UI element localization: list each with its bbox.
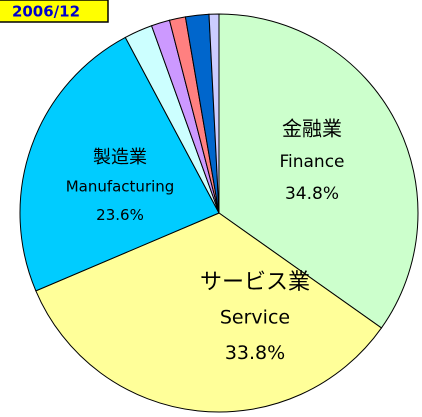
value-label: 34.8% bbox=[285, 184, 339, 204]
pie-slice bbox=[19, 36, 220, 292]
value-label: 33.8% bbox=[225, 342, 285, 364]
slice-label-en: Manufacturing bbox=[66, 177, 175, 195]
pie-slice bbox=[35, 212, 383, 413]
slice-label-en: Service bbox=[220, 307, 290, 329]
slice-label: 製造業 bbox=[93, 147, 147, 168]
chart-title: 2006/12 bbox=[12, 3, 80, 21]
date-box bbox=[0, 0, 109, 23]
pie-slice bbox=[208, 13, 220, 214]
slice-label: サービス業 bbox=[200, 270, 310, 295]
slice-label: 金融業 bbox=[282, 117, 342, 141]
pie-slice bbox=[218, 13, 419, 329]
slice-label-en: Finance bbox=[279, 152, 344, 172]
value-label: 23.6% bbox=[96, 206, 144, 224]
